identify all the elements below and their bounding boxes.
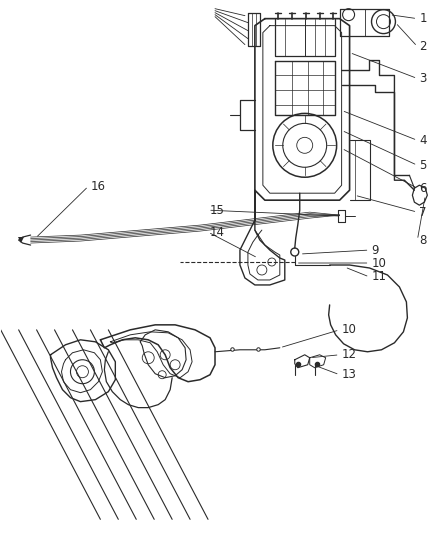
Text: 6: 6 bbox=[419, 182, 427, 195]
Text: 2: 2 bbox=[419, 40, 427, 53]
Text: 10: 10 bbox=[342, 324, 357, 336]
Text: 14: 14 bbox=[210, 225, 225, 239]
Text: 15: 15 bbox=[210, 204, 225, 216]
Text: 5: 5 bbox=[419, 159, 427, 172]
Text: 12: 12 bbox=[342, 348, 357, 361]
Text: 11: 11 bbox=[371, 270, 386, 284]
Text: 10: 10 bbox=[371, 256, 386, 270]
Text: 13: 13 bbox=[342, 368, 357, 381]
Text: 16: 16 bbox=[90, 180, 106, 193]
Text: 8: 8 bbox=[419, 233, 427, 247]
Text: 9: 9 bbox=[371, 244, 379, 256]
Text: 4: 4 bbox=[419, 134, 427, 147]
Text: 3: 3 bbox=[419, 72, 427, 85]
Text: 7: 7 bbox=[419, 206, 427, 219]
Text: 1: 1 bbox=[419, 12, 427, 25]
